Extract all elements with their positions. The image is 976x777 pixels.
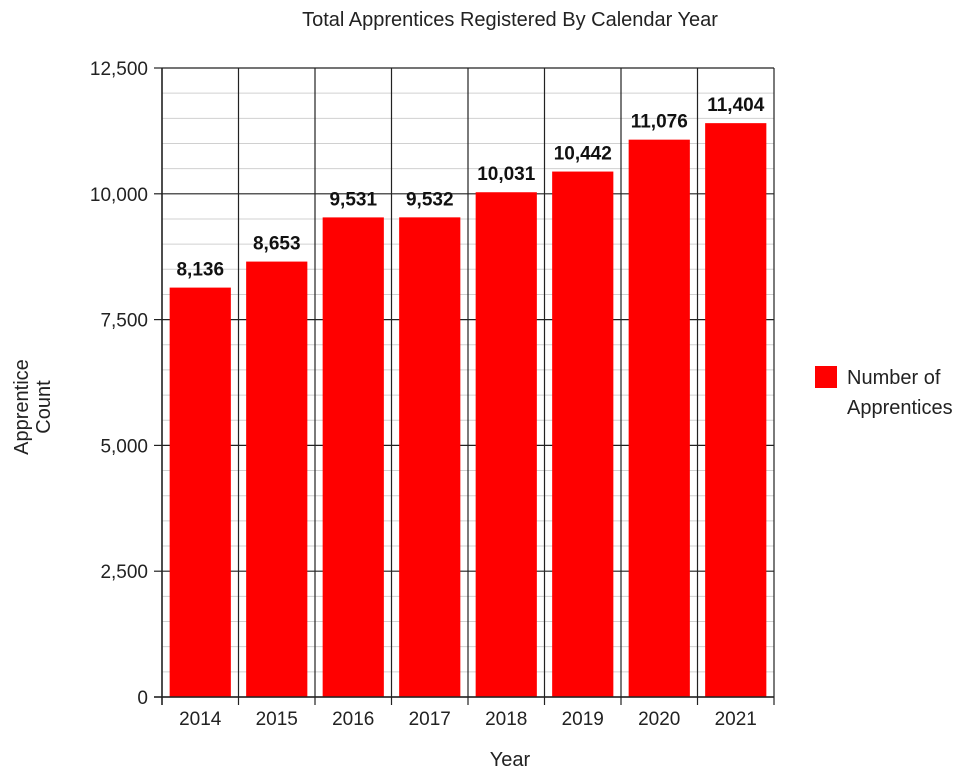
y-tick-label: 0 (137, 688, 148, 709)
data-label-2018: 10,031 (477, 164, 536, 185)
data-label-2016: 9,531 (329, 189, 377, 210)
y-tick-label: 7,500 (100, 311, 148, 332)
data-label-2014: 8,136 (176, 260, 224, 281)
bar-2014 (169, 287, 231, 697)
legend-swatch (815, 366, 837, 388)
bar-2015 (246, 261, 308, 697)
bar-2018 (475, 192, 537, 697)
y-tick-label: 10,000 (90, 185, 148, 206)
bar-2020 (628, 139, 690, 697)
axes (154, 67, 775, 705)
y-axis-title-line-1: Apprentice (11, 359, 33, 455)
data-label-2021: 11,404 (707, 95, 764, 116)
y-tick-label: 5,000 (100, 436, 148, 457)
bars (169, 123, 767, 698)
y-tick-labels: 0 2,500 5,000 7,500 10,000 12,500 (90, 59, 148, 709)
y-tick-label: 2,500 (100, 562, 148, 583)
x-tick-label-2015: 2015 (256, 709, 298, 730)
data-label-2019: 10,442 (554, 144, 612, 165)
bar-2021 (705, 123, 767, 698)
x-tick-labels: 2014 2015 2016 2017 2018 2019 2020 2021 (179, 709, 757, 730)
data-label-2017: 9,532 (406, 189, 454, 210)
legend: Number of Apprentices (815, 366, 953, 419)
data-label-2015: 8,653 (253, 234, 301, 255)
x-axis-title: Year (490, 749, 531, 771)
x-tick-label-2016: 2016 (332, 709, 374, 730)
legend-label-line-1: Number of (847, 367, 941, 389)
x-tick-label-2014: 2014 (179, 709, 222, 730)
x-tick-label-2021: 2021 (715, 709, 757, 730)
bar-2017 (399, 217, 461, 697)
bar-2016 (322, 217, 384, 697)
x-tick-label-2019: 2019 (562, 709, 604, 730)
y-tick-label: 12,500 (90, 59, 148, 80)
bar-2019 (552, 171, 614, 697)
data-label-2020: 11,076 (631, 112, 688, 133)
x-tick-label-2018: 2018 (485, 709, 527, 730)
x-tick-label-2020: 2020 (638, 709, 680, 730)
x-tick-label-2017: 2017 (409, 709, 451, 730)
y-axis-title: Apprentice Count (11, 359, 55, 455)
y-axis-title-line-2: Count (33, 380, 55, 434)
chart-title: Total Apprentices Registered By Calendar… (302, 9, 718, 31)
data-labels: 8,136 8,653 9,531 9,532 10,031 10,442 11,076 11… (176, 95, 764, 280)
legend-label-line-2: Apprentices (847, 397, 953, 419)
